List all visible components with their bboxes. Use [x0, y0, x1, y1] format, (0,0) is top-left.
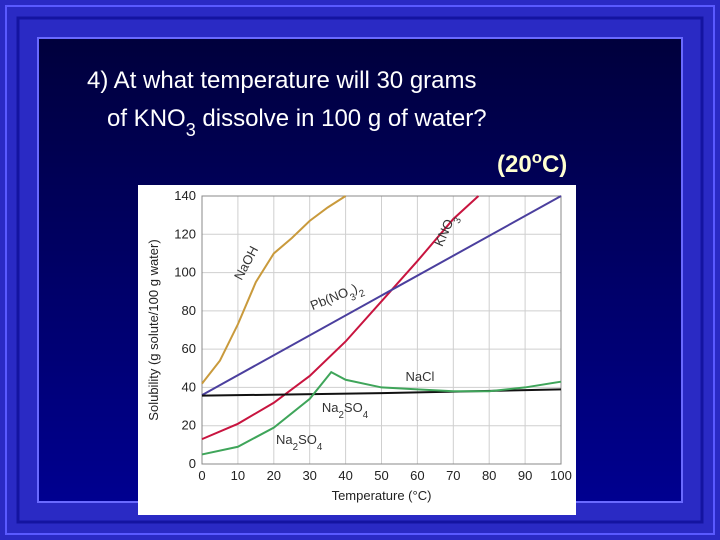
text-part: 4 — [363, 410, 369, 421]
x-tick-label: 40 — [338, 468, 352, 483]
text-part: 2 — [338, 410, 343, 421]
question-line: of KNO3 dissolve in 100 g of water? — [107, 105, 487, 140]
series-line — [201, 195, 347, 385]
x-tick-label: 20 — [267, 468, 281, 483]
text-part: 3 — [348, 291, 357, 303]
chart-background — [138, 185, 576, 515]
series-line — [201, 195, 480, 441]
text-part: 3 — [451, 216, 463, 225]
text-part: 4 — [317, 442, 323, 453]
text-part: 4) At what temperature will 30 grams — [87, 67, 477, 94]
y-tick-label: 140 — [174, 188, 196, 203]
text-part: ) — [350, 281, 360, 297]
text-part: Na — [322, 400, 339, 415]
text-part: SO — [298, 432, 317, 447]
text-part: SO — [344, 400, 363, 415]
x-tick-label: 10 — [231, 468, 245, 483]
x-tick-label: 0 — [198, 468, 205, 483]
x-tick-label: 70 — [446, 468, 460, 483]
text-part: 2 — [293, 442, 298, 453]
text-part: (20 — [497, 151, 532, 178]
x-tick-label: 60 — [410, 468, 424, 483]
y-tick-label: 80 — [182, 303, 196, 318]
series-line — [201, 195, 562, 396]
series-line — [201, 370, 562, 456]
question-line: 4) At what temperature will 30 grams — [87, 67, 477, 94]
text-part: dissolve in 100 g of water? — [196, 105, 487, 132]
y-tick-label: 0 — [189, 456, 196, 471]
y-axis-label: Solubility (g solute/100 g water) — [146, 239, 161, 420]
y-tick-label: 120 — [174, 226, 196, 241]
frame — [5, 5, 715, 535]
text-part: NaCl — [406, 369, 435, 384]
y-tick-label: 40 — [182, 379, 196, 394]
text-part: C) — [542, 151, 567, 178]
x-tick-label: 50 — [374, 468, 388, 483]
x-tick-label: 30 — [302, 468, 316, 483]
series-label: Na2SO4 — [276, 432, 323, 453]
x-tick-label: 90 — [518, 468, 532, 483]
x-tick-label: 100 — [550, 468, 572, 483]
frame — [16, 16, 704, 524]
y-tick-label: 100 — [174, 265, 196, 280]
y-tick-label: 60 — [182, 341, 196, 356]
text-part: 2 — [357, 287, 366, 299]
answer: (20oC) — [497, 148, 567, 179]
text-part: Na — [276, 432, 293, 447]
plot-frame — [201, 195, 562, 465]
text-part: 3 — [186, 120, 196, 140]
text-part: o — [532, 148, 542, 167]
y-tick-label: 20 — [182, 418, 196, 433]
series-label: Na2SO4 — [322, 400, 369, 421]
text-part: of KNO — [107, 105, 186, 132]
x-tick-label: 80 — [482, 468, 496, 483]
series-label: NaCl — [406, 369, 435, 384]
x-axis-label: Temperature (°C) — [332, 488, 432, 503]
